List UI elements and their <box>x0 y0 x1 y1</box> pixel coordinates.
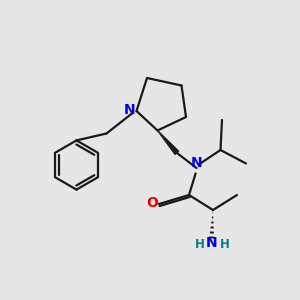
Text: H: H <box>220 238 230 251</box>
Text: N: N <box>191 156 202 170</box>
Polygon shape <box>157 130 179 155</box>
Text: O: O <box>146 196 158 210</box>
Text: H: H <box>195 238 205 251</box>
Text: N: N <box>206 236 218 250</box>
Text: N: N <box>124 103 136 116</box>
